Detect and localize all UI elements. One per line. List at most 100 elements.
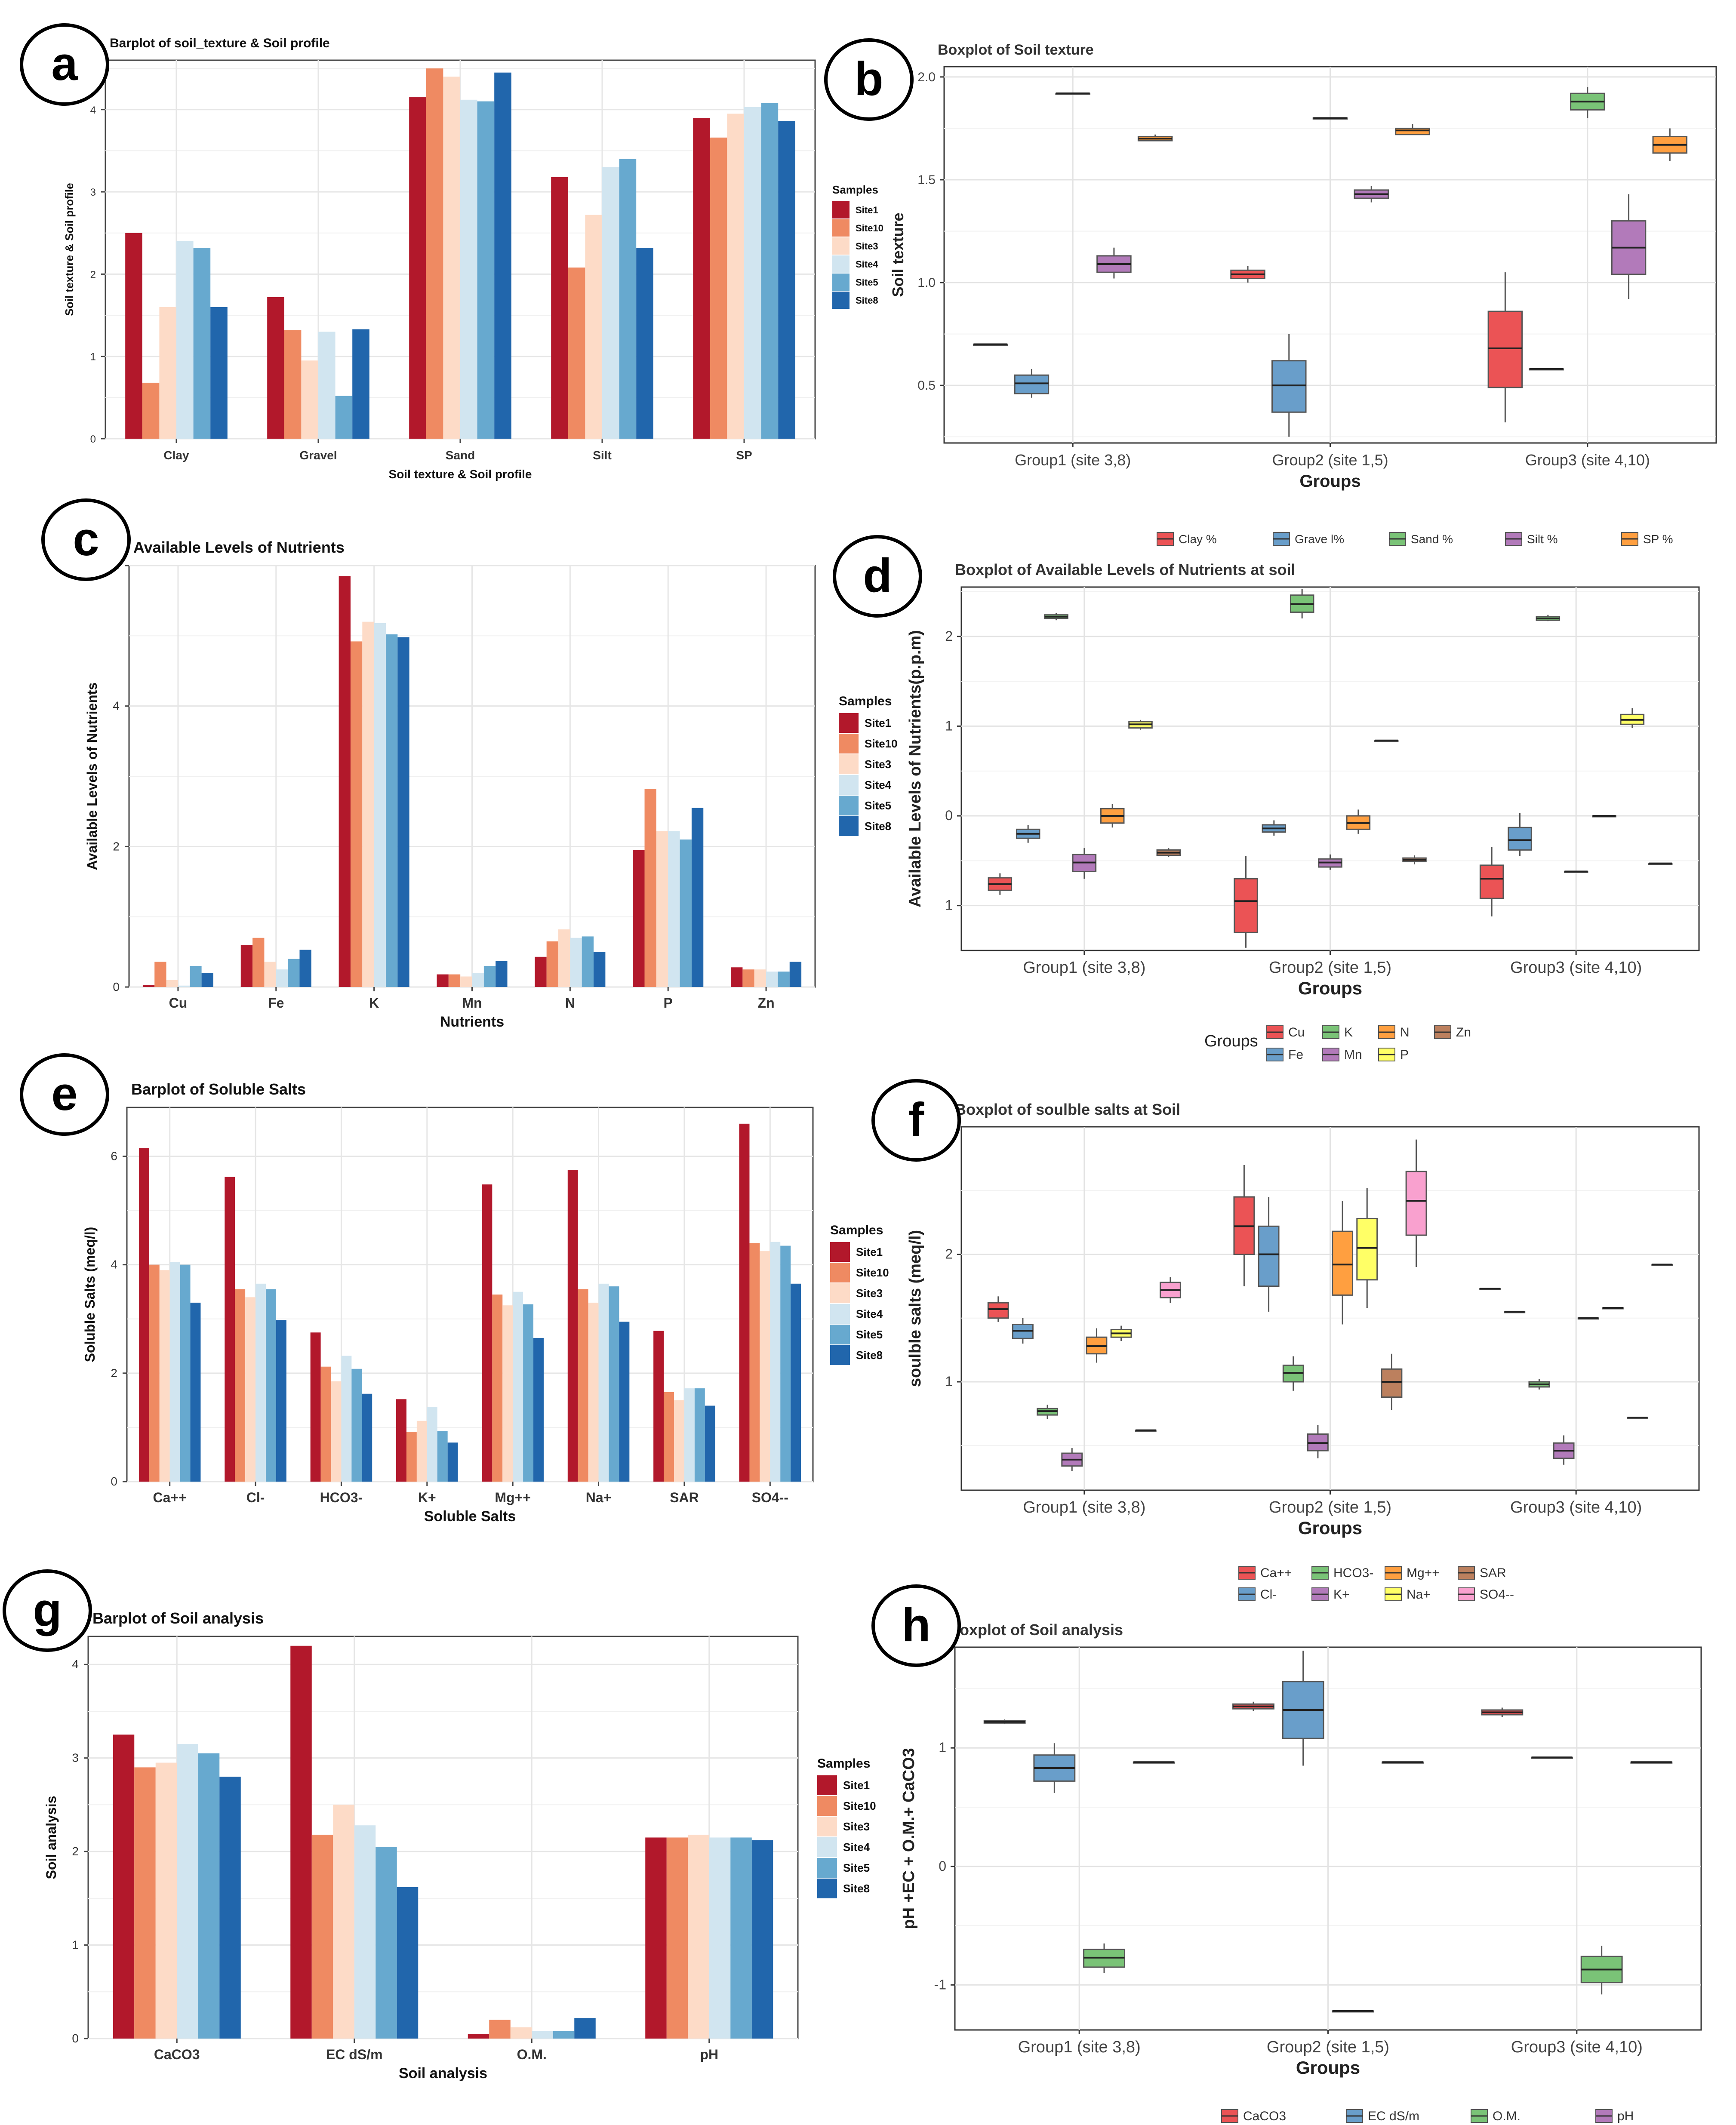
bar-site4-gravel	[318, 332, 336, 439]
legend-swatch-site3	[832, 237, 850, 255]
bar-site3-ecdsm	[333, 1805, 354, 2039]
bar-site1-caco3	[113, 1734, 135, 2039]
box-caco3-group2	[1232, 1701, 1274, 1711]
legend-label: CaCO3	[1243, 2109, 1286, 2123]
bar-site1-hco3	[310, 1332, 321, 1482]
bar-site8-sar	[705, 1405, 715, 1482]
bar-site5-fe	[288, 959, 300, 987]
x-tick-label: Group2 (site 1,5)	[1267, 2038, 1389, 2056]
bar-site10-mn	[448, 974, 461, 987]
legend-label: pH	[1617, 2109, 1634, 2123]
legend-swatch-site10	[817, 1796, 837, 1816]
box-ca-group2	[1233, 1165, 1255, 1286]
chart-title: Boxplot of soulble salts at Soil	[955, 1101, 1180, 1118]
box-sar-group1	[1135, 1429, 1157, 1432]
y-tick-label: 1	[939, 1740, 946, 1755]
bar-site8-p	[691, 808, 704, 987]
legend-label: Site4	[856, 259, 878, 270]
bar-site1-gravel	[267, 297, 284, 439]
box-ca-group3	[1479, 1288, 1501, 1291]
legend-label: Site10	[856, 223, 883, 234]
y-tick-label: 2	[90, 269, 96, 280]
box-k-group1	[1061, 1448, 1083, 1471]
chart-title: Available Levels of Nutrients	[133, 538, 345, 556]
x-tick-label: CaCO3	[154, 2047, 200, 2062]
panel-label-letter: d	[863, 549, 892, 602]
bar-site10-ecdsm	[311, 1834, 333, 2039]
legend-label: Site3	[843, 1820, 870, 1833]
bar-site4-ca	[169, 1262, 180, 1482]
box-so4-group1	[1159, 1277, 1181, 1303]
bar-site5-cl	[265, 1289, 276, 1482]
bar-site5-na	[609, 1286, 619, 1482]
bar-site4-cl	[255, 1283, 266, 1482]
bar-site10-caco3	[134, 1767, 156, 2039]
y-tick-label: 0	[90, 434, 96, 445]
bar-site5-caco3	[198, 1753, 220, 2039]
bar-site3-k	[362, 621, 374, 987]
chart-title: Barplot of soil_texture & Soil profile	[110, 36, 330, 50]
bar-site10-k	[350, 641, 363, 987]
panel-f-boxplot: 1 2 Group1 (site 3,8) Group2 (site 1,5) Grou…	[906, 1101, 1700, 1602]
bar-site5-mg	[523, 1304, 534, 1482]
legend-title: Samples	[832, 183, 878, 196]
panel-label-g: g	[3, 1569, 92, 1652]
x-tick-label: EC dS/m	[326, 2047, 383, 2062]
bar-site5-p	[680, 840, 692, 987]
bar-site1-cl	[225, 1177, 235, 1482]
box-body	[1014, 374, 1050, 394]
y-axis-title: Soil texture & Soil profile	[63, 183, 76, 316]
x-axis-title: Groups	[1298, 1518, 1362, 1538]
bar-site8-caco3	[219, 1777, 241, 2039]
bar-site3-sand	[443, 77, 460, 439]
box-body	[1508, 827, 1532, 851]
y-tick-label: 0.5	[917, 378, 936, 393]
bar-site1-sar	[653, 1331, 664, 1482]
bar-site3-cl	[245, 1297, 256, 1482]
bar-site4-caco3	[177, 1744, 198, 2039]
box-sar-group2	[1381, 1353, 1403, 1410]
bar-site8-fe	[299, 950, 311, 987]
legend-label: Cu	[1288, 1025, 1305, 1039]
legend-label: Silt %	[1527, 532, 1558, 546]
box-cl-group1	[1012, 1318, 1034, 1344]
panel-label-letter: b	[854, 52, 883, 105]
bar-site5-k	[385, 634, 398, 987]
bar-site5-gravel	[335, 396, 353, 439]
bar-site10-clay	[142, 382, 160, 439]
box-sand-group1	[1055, 92, 1090, 95]
x-tick-label: Sand	[446, 449, 475, 462]
box-sp-group2	[1395, 124, 1430, 135]
y-tick-label: 4	[113, 699, 120, 713]
box-mn-group1	[1072, 848, 1097, 879]
y-tick-label: 1	[945, 718, 953, 733]
box-hco3-group1	[1037, 1405, 1059, 1419]
x-tick-label: K+	[418, 1490, 436, 1505]
bar-site4-hco3	[341, 1356, 352, 1482]
bar-site3-mg	[502, 1305, 513, 1482]
bar-site1-sand	[409, 97, 426, 439]
legend-swatch-site4	[839, 775, 859, 795]
legend-label: Site8	[843, 1882, 870, 1895]
bar-site4-na	[598, 1283, 609, 1482]
y-tick-label: 1.0	[917, 276, 936, 290]
box-ph-group1	[1133, 1761, 1175, 1764]
box-n-group2	[1346, 809, 1371, 834]
bar-site4-zn	[766, 972, 778, 987]
box-k-group2	[1307, 1425, 1329, 1458]
legend-label: K	[1344, 1025, 1353, 1039]
legend-swatch-site5	[832, 274, 850, 291]
legend-label: Grave l%	[1295, 532, 1344, 546]
box-sp-group1	[1137, 134, 1173, 141]
y-tick-label: 2	[113, 840, 120, 853]
legend-title: Samples	[839, 694, 892, 708]
x-tick-label: Mg++	[495, 1490, 531, 1505]
bar-site4-k	[374, 623, 386, 987]
box-k-group2	[1290, 589, 1314, 619]
box-body	[987, 1302, 1009, 1319]
legend-label: Site5	[865, 799, 891, 812]
x-tick-label: Group2 (site 1,5)	[1272, 451, 1388, 469]
panel-label-letter: h	[902, 1599, 930, 1651]
bar-site4-sp	[744, 107, 761, 439]
x-tick-label: SAR	[670, 1490, 699, 1505]
